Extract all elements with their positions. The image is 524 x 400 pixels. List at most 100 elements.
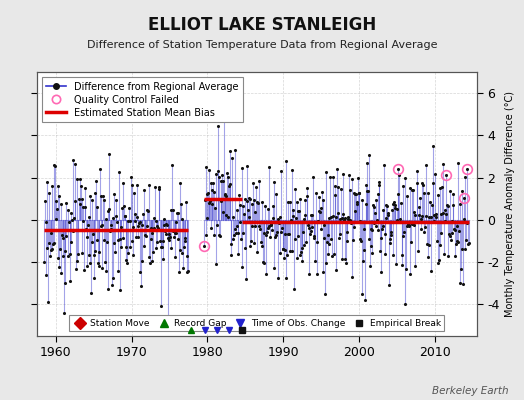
Point [42, 244, 51, 251]
Point [231, 226, 239, 232]
Point [94, 249, 103, 255]
Point [104, 286, 112, 292]
Point [365, 236, 374, 242]
Point [278, 245, 287, 252]
Point [323, 239, 331, 246]
Point [275, 214, 283, 220]
Point [79, 218, 88, 224]
Point [292, 215, 300, 221]
Point [435, 185, 444, 192]
Point [290, 285, 298, 292]
Point [395, 172, 403, 178]
Point [397, 200, 405, 206]
Point [137, 283, 145, 289]
Point [206, 180, 215, 186]
Point [210, 232, 218, 238]
Point [246, 243, 255, 250]
Point [150, 215, 158, 222]
Point [460, 195, 468, 202]
Point [289, 206, 297, 213]
Point [388, 201, 397, 207]
Point [267, 220, 275, 227]
Point [57, 200, 65, 207]
Point [176, 180, 184, 186]
Point [334, 184, 343, 190]
Point [403, 221, 412, 227]
Point [305, 231, 314, 237]
Point [223, 170, 231, 176]
Point [49, 240, 57, 247]
Point [442, 210, 450, 217]
Point [62, 200, 70, 206]
Point [329, 174, 337, 180]
Point [226, 181, 234, 187]
Point [347, 220, 355, 226]
Point [220, 99, 228, 105]
Point [149, 249, 157, 256]
Point [432, 214, 440, 220]
Point [431, 171, 439, 178]
Point [430, 218, 438, 224]
Point [89, 231, 97, 237]
Point [90, 252, 98, 258]
Point [398, 262, 407, 268]
Point [369, 204, 378, 210]
Point [464, 240, 472, 247]
Point [238, 263, 246, 270]
Point [63, 207, 72, 213]
Point [152, 245, 160, 252]
Point [45, 240, 53, 246]
Point [327, 214, 335, 220]
Point [252, 184, 260, 190]
Point [363, 187, 372, 194]
Point [122, 257, 130, 263]
Point [304, 225, 313, 232]
Point [311, 258, 319, 264]
Point [141, 226, 150, 233]
Point [362, 182, 370, 188]
Point [307, 227, 315, 234]
Point [128, 252, 137, 258]
Point [60, 310, 68, 316]
Point [258, 198, 266, 205]
Point [344, 216, 352, 222]
Point [293, 233, 302, 239]
Point [168, 207, 177, 213]
Point [394, 190, 402, 197]
Point [228, 214, 237, 220]
Point [276, 250, 285, 256]
Point [217, 198, 225, 204]
Point [206, 197, 214, 204]
Point [143, 206, 151, 213]
Point [295, 208, 303, 214]
Point [369, 202, 377, 208]
Point [428, 201, 436, 208]
Point [421, 162, 430, 168]
Point [121, 212, 129, 219]
Point [69, 228, 77, 234]
Point [363, 160, 371, 166]
Point [412, 168, 421, 174]
Point [266, 234, 274, 240]
Point [130, 217, 139, 224]
Point [280, 255, 288, 261]
Point [416, 194, 424, 201]
Point [154, 223, 162, 230]
Point [84, 213, 93, 220]
Point [177, 216, 185, 223]
Point [165, 237, 173, 244]
Point [435, 256, 443, 263]
Point [265, 223, 273, 230]
Point [229, 236, 237, 242]
Point [455, 228, 463, 234]
Point [149, 225, 158, 232]
Point [66, 251, 74, 258]
Point [256, 238, 265, 245]
Point [461, 246, 470, 252]
Point [51, 198, 60, 204]
Point [91, 190, 99, 196]
Point [409, 209, 418, 215]
Point [57, 270, 66, 276]
Point [417, 226, 425, 232]
Point [282, 158, 290, 164]
